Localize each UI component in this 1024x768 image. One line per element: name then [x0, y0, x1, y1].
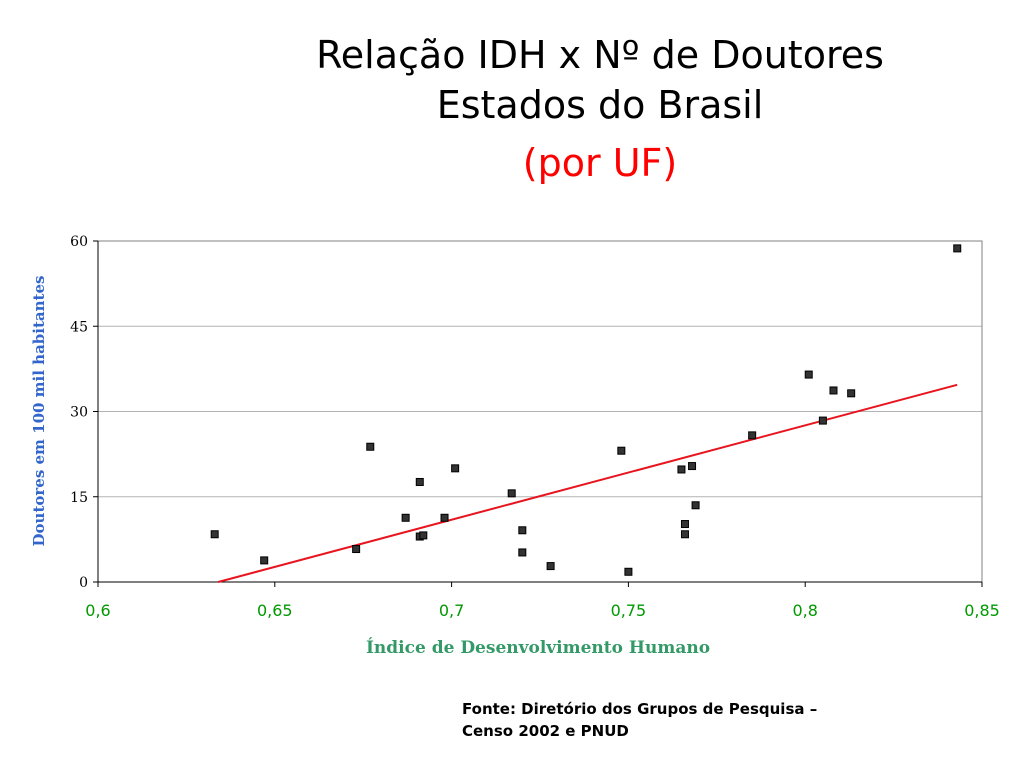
data-point-10: [507, 489, 516, 498]
y-tick-label-1: 15: [70, 490, 88, 506]
y-axis-label: Doutores em 100 mil habitantes: [30, 276, 48, 547]
data-point-11: [518, 526, 527, 535]
data-point-17: [680, 520, 689, 529]
source-note: Fonte: Diretório dos Grupos de Pesquisa …: [462, 698, 902, 742]
data-point-3: [366, 442, 375, 451]
x-tick-label-1: 0,65: [257, 601, 293, 620]
data-point-26: [953, 244, 962, 253]
data-point-19: [688, 462, 697, 471]
x-tick-label-4: 0,8: [792, 601, 817, 620]
trendline-group: [217, 383, 958, 583]
data-point-22: [804, 370, 813, 379]
y-tick-label-4: 60: [70, 234, 88, 250]
data-point-20: [691, 501, 700, 510]
data-points: [210, 244, 962, 576]
data-point-13: [546, 562, 555, 571]
title-line-3: (por UF): [522, 141, 678, 185]
data-point-9: [451, 464, 460, 473]
slide-title: Relação IDH x Nº de Doutores Estados do …: [200, 30, 1000, 188]
data-point-1: [260, 556, 269, 565]
data-point-15: [624, 567, 633, 576]
y-tick-label-0: 0: [79, 575, 88, 591]
source-line-2: Censo 2002 e PNUD: [462, 722, 629, 740]
data-point-4: [401, 513, 410, 522]
source-line-1: Fonte: Diretório dos Grupos de Pesquisa …: [462, 700, 818, 718]
x-tick-label-2: 0,7: [439, 601, 464, 620]
x-axis-label: Índice de Desenvolvimento Humano: [366, 637, 710, 658]
x-tick-label-3: 0,75: [611, 601, 647, 620]
data-point-5: [415, 477, 424, 486]
title-line-2: Estados do Brasil: [436, 83, 764, 127]
title-line-1: Relação IDH x Nº de Doutores: [316, 33, 884, 77]
data-point-7: [419, 531, 428, 540]
x-tick-label-0: 0,6: [85, 601, 110, 620]
data-point-18: [680, 530, 689, 539]
data-point-21: [748, 431, 757, 440]
data-point-16: [677, 465, 686, 474]
x-tick-labels: 0,6 0,65 0,7 0,75 0,8 0,85: [85, 582, 1000, 620]
y-tick-label-3: 45: [70, 319, 88, 335]
data-point-12: [518, 548, 527, 557]
gridlines: [98, 240, 982, 498]
data-point-8: [440, 513, 449, 522]
x-tick-label-5: 0,85: [964, 601, 1000, 620]
data-point-14: [617, 446, 626, 455]
data-point-23: [818, 416, 827, 425]
data-point-25: [847, 389, 856, 398]
trendline: [217, 383, 958, 583]
data-point-24: [829, 386, 838, 395]
data-point-2: [352, 545, 361, 554]
y-tick-label-2: 30: [70, 405, 88, 421]
data-point-0: [210, 530, 219, 539]
y-tick-labels: 0 15 30 45 60: [70, 234, 98, 591]
